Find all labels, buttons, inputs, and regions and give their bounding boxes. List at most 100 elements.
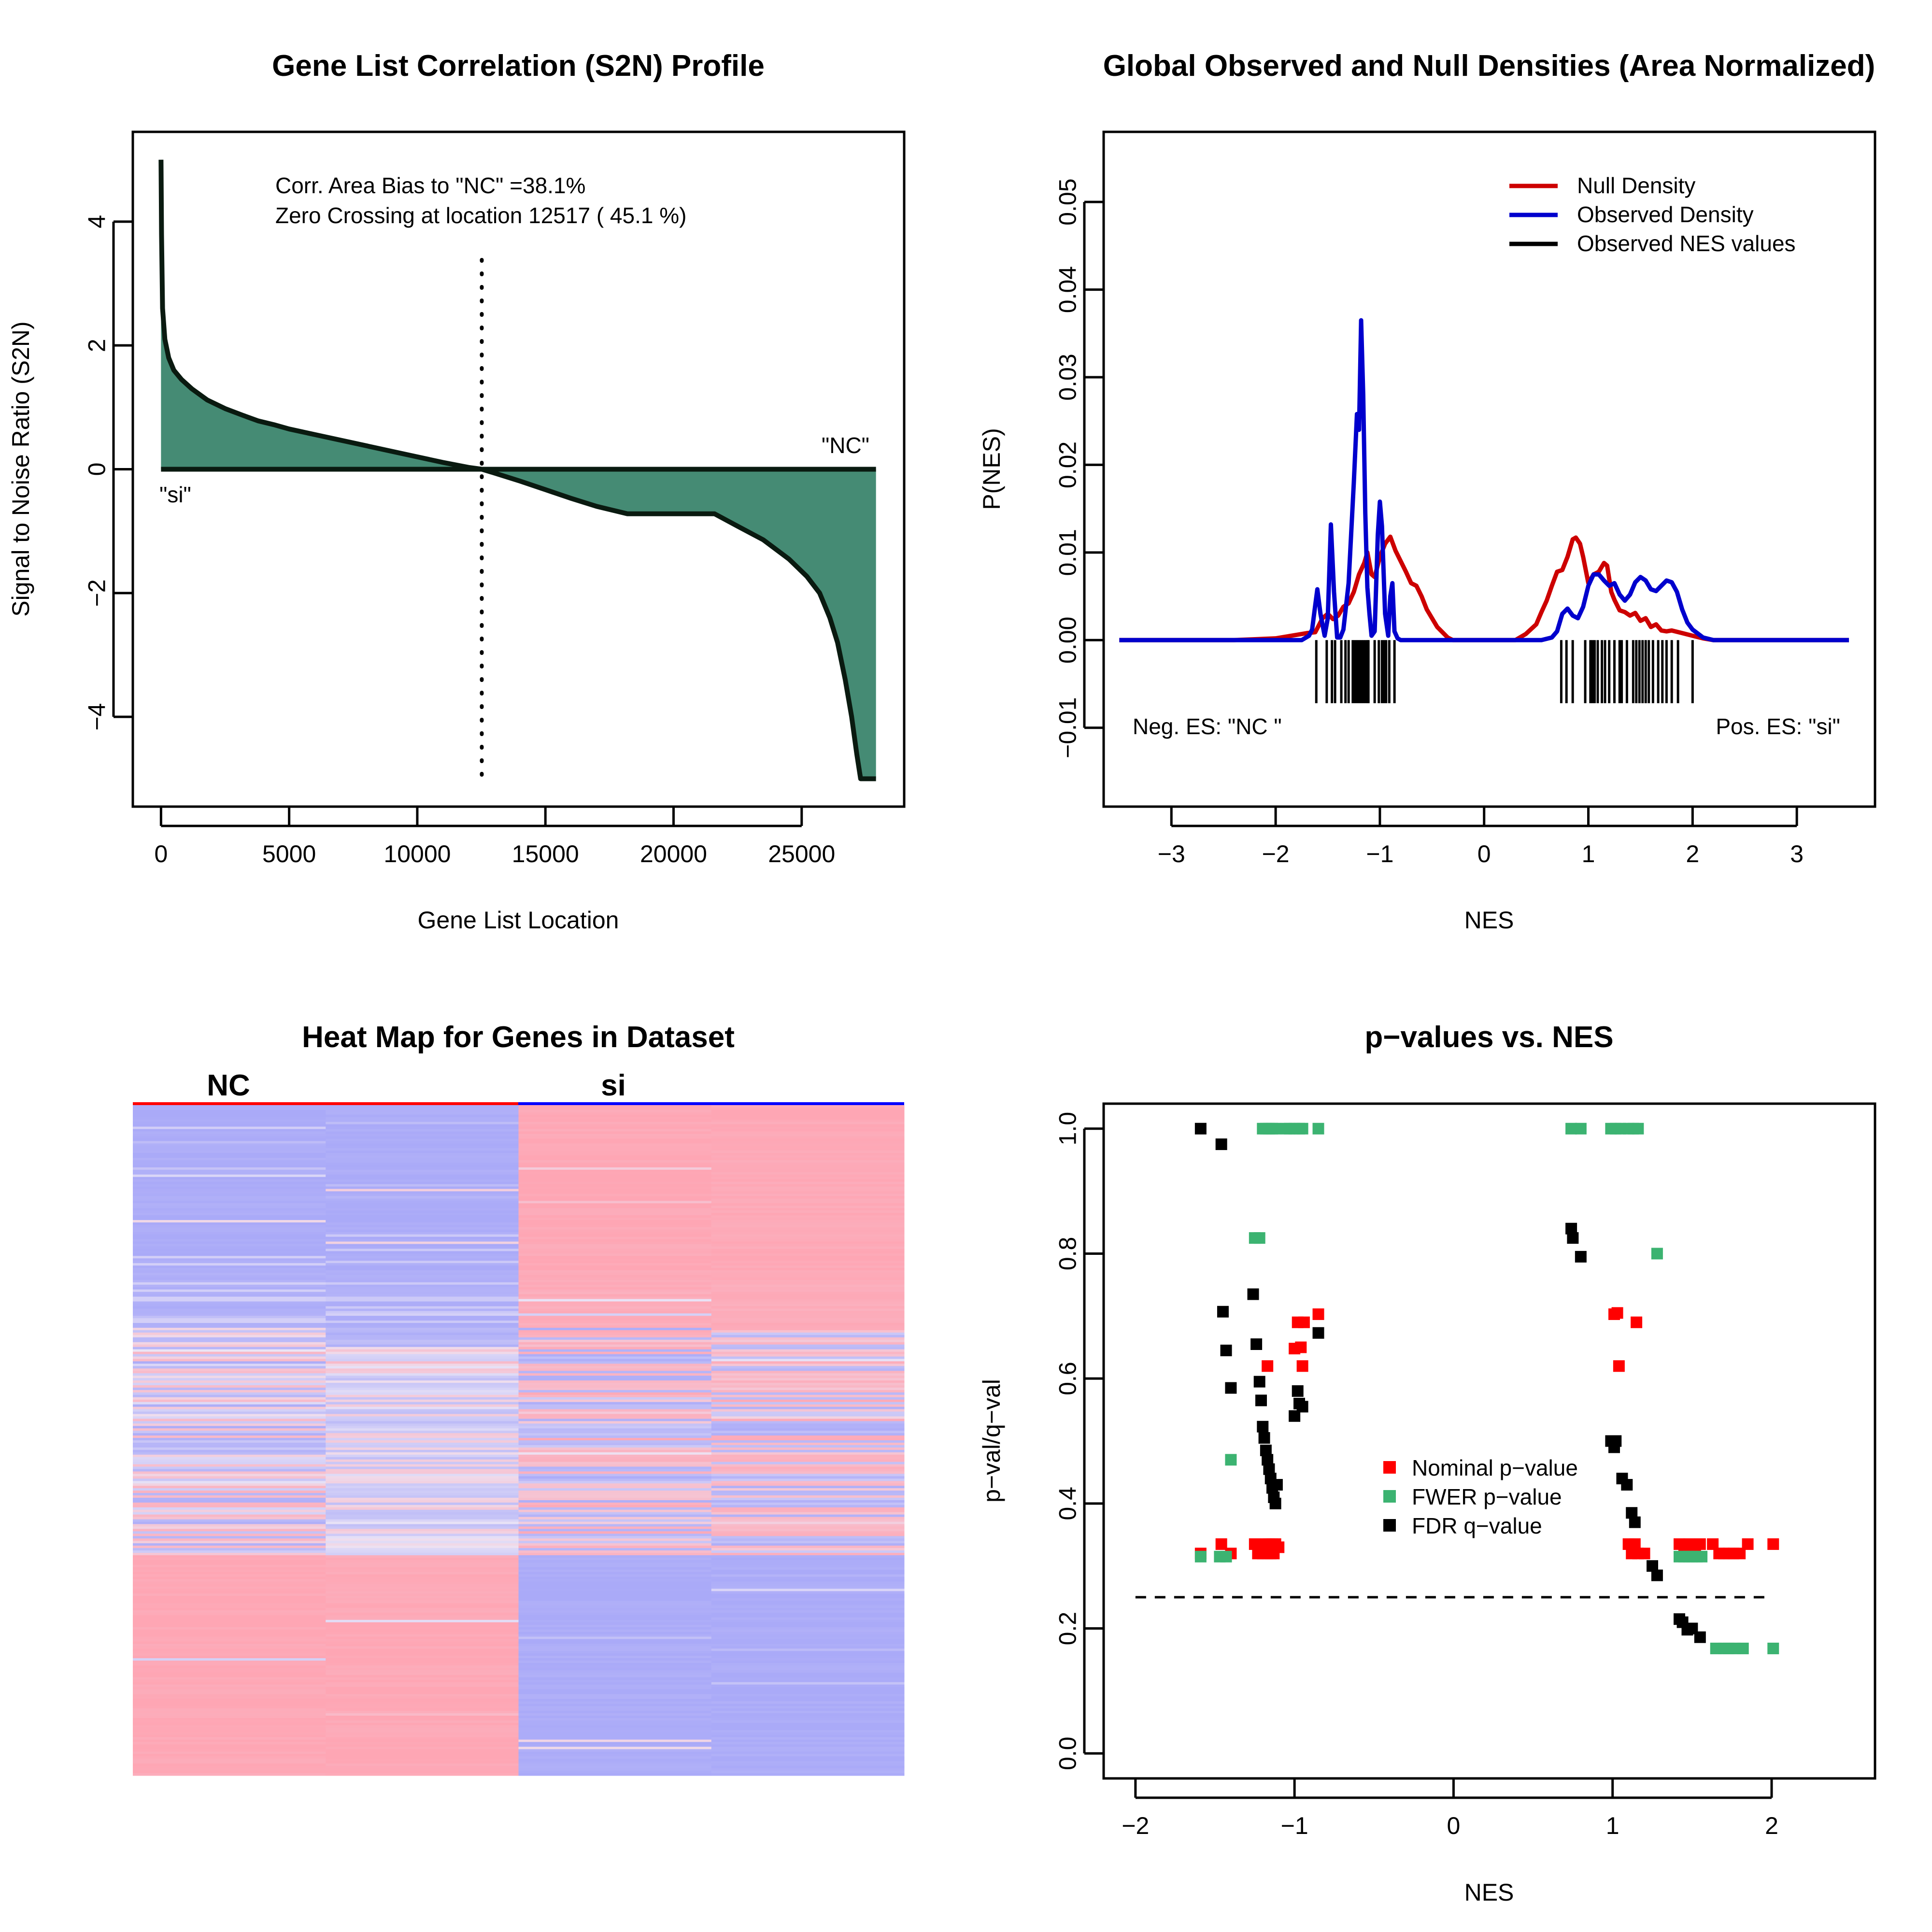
heatmap-cell xyxy=(711,1296,905,1300)
heatmap-cell xyxy=(518,1143,712,1146)
heatmap-cell xyxy=(326,1706,519,1709)
heatmap-cell xyxy=(326,1624,519,1628)
heatmap-cell xyxy=(518,1265,712,1268)
heatmap-cell xyxy=(518,1383,712,1386)
heatmap-cell xyxy=(518,1509,712,1513)
heatmap-cell xyxy=(518,1105,712,1108)
heatmap-cell xyxy=(518,1213,712,1216)
heatmap-cell xyxy=(133,1167,326,1170)
heatmap-cell xyxy=(711,1119,905,1122)
heatmap-cell xyxy=(711,1143,905,1146)
heatmap-cell xyxy=(518,1754,712,1757)
heatmap-cell xyxy=(518,1718,712,1721)
heatmap-cell xyxy=(326,1287,519,1290)
s2n-ylabel: Signal to Noise Ratio (S2N) xyxy=(7,321,34,616)
heatmap-cell xyxy=(133,1380,326,1383)
density-xtick-label: −3 xyxy=(1158,840,1185,867)
heatmap-cell xyxy=(518,1478,712,1481)
heatmap-cell xyxy=(518,1167,712,1170)
heatmap-cell xyxy=(518,1131,712,1135)
heatmap-cell xyxy=(133,1632,326,1635)
heatmap-cell xyxy=(133,1552,326,1556)
heatmap-cell xyxy=(518,1364,712,1366)
heatmap-cell xyxy=(133,1249,326,1251)
heatmap-cell xyxy=(518,1279,712,1283)
heatmap-cell xyxy=(326,1732,519,1735)
heatmap-cell xyxy=(326,1622,519,1625)
heatmap-cell xyxy=(711,1428,905,1431)
density-ytick-label: −0.01 xyxy=(1054,697,1081,758)
heatmap-cell xyxy=(326,1704,519,1706)
heatmap-cell xyxy=(133,1193,326,1196)
heatmap-cell xyxy=(711,1459,905,1463)
pvalue-xtick-label: 2 xyxy=(1765,1812,1778,1839)
heatmap-cell xyxy=(711,1273,905,1276)
heatmap-cell xyxy=(326,1325,519,1328)
heatmap-cell xyxy=(326,1148,519,1151)
heatmap-cell xyxy=(711,1208,905,1211)
heatmap-cell xyxy=(326,1284,519,1288)
heatmap-cell xyxy=(133,1653,326,1656)
heatmap-cell xyxy=(711,1304,905,1307)
heatmap-cell xyxy=(711,1596,905,1599)
heatmap-cell xyxy=(133,1440,326,1443)
heatmap-cell xyxy=(518,1677,712,1680)
heatmap-cell xyxy=(518,1165,712,1168)
heatmap-cell xyxy=(711,1385,905,1388)
heatmap-cell xyxy=(326,1601,519,1604)
heatmap-cell xyxy=(326,1179,519,1182)
heatmap-cell xyxy=(711,1682,905,1685)
pvalue-xtick-label: 1 xyxy=(1606,1812,1619,1839)
pvalue-frame xyxy=(1102,1102,1876,1780)
heatmap-cell xyxy=(133,1682,326,1685)
heatmap-cell xyxy=(133,1636,326,1640)
heatmap-cell xyxy=(518,1601,712,1604)
heatmap-cell xyxy=(133,1313,326,1316)
heatmap-cell xyxy=(133,1567,326,1570)
heatmap-cell xyxy=(326,1579,519,1582)
density-label-pos: Pos. ES: "si" xyxy=(1716,714,1840,739)
heatmap-cell xyxy=(133,1694,326,1697)
heatmap-cell xyxy=(326,1316,519,1319)
heatmap-cell xyxy=(711,1426,905,1429)
heatmap-cell xyxy=(711,1711,905,1714)
heatmap-cell xyxy=(133,1773,326,1776)
heatmap-cell xyxy=(518,1325,712,1328)
heatmap-cell xyxy=(326,1771,519,1774)
heatmap-cell xyxy=(518,1239,712,1242)
heatmap-cell xyxy=(326,1160,519,1163)
heatmap-cell xyxy=(326,1718,519,1721)
heatmap-cell xyxy=(518,1421,712,1424)
fdr-point xyxy=(1247,1288,1259,1300)
heatmap-cell xyxy=(326,1744,519,1747)
heatmap-cell xyxy=(518,1366,712,1369)
heatmap-cell xyxy=(133,1160,326,1163)
heatmap-cell xyxy=(518,1227,712,1230)
heatmap-cell xyxy=(133,1610,326,1613)
heatmap-cell xyxy=(326,1610,519,1613)
heatmap-cell xyxy=(133,1124,326,1127)
heatmap-cell xyxy=(711,1619,905,1623)
heatmap-cell xyxy=(133,1416,326,1419)
heatmap-cell xyxy=(711,1502,905,1506)
heatmap-cell xyxy=(711,1694,905,1697)
null-density-line xyxy=(1119,534,1849,642)
heatmap-cell xyxy=(133,1656,326,1659)
heatmap-cell xyxy=(518,1371,712,1374)
heatmap-cell xyxy=(133,1517,326,1520)
heatmap-cell xyxy=(518,1572,712,1575)
heatmap-cell xyxy=(711,1361,905,1364)
heatmap-cell xyxy=(518,1766,712,1769)
heatmap-cell xyxy=(518,1500,712,1503)
heatmap-cell xyxy=(133,1771,326,1774)
heatmap-cell xyxy=(518,1301,712,1305)
heatmap-cell xyxy=(133,1394,326,1398)
heatmap-cell xyxy=(326,1249,519,1251)
heatmap-cell xyxy=(133,1414,326,1417)
heatmap-cell xyxy=(326,1665,519,1668)
heatmap-cell xyxy=(711,1215,905,1218)
heatmap-cell xyxy=(133,1634,326,1637)
heatmap-cell xyxy=(326,1459,519,1463)
heatmap-cell xyxy=(326,1201,519,1204)
heatmap-cell xyxy=(326,1734,519,1738)
